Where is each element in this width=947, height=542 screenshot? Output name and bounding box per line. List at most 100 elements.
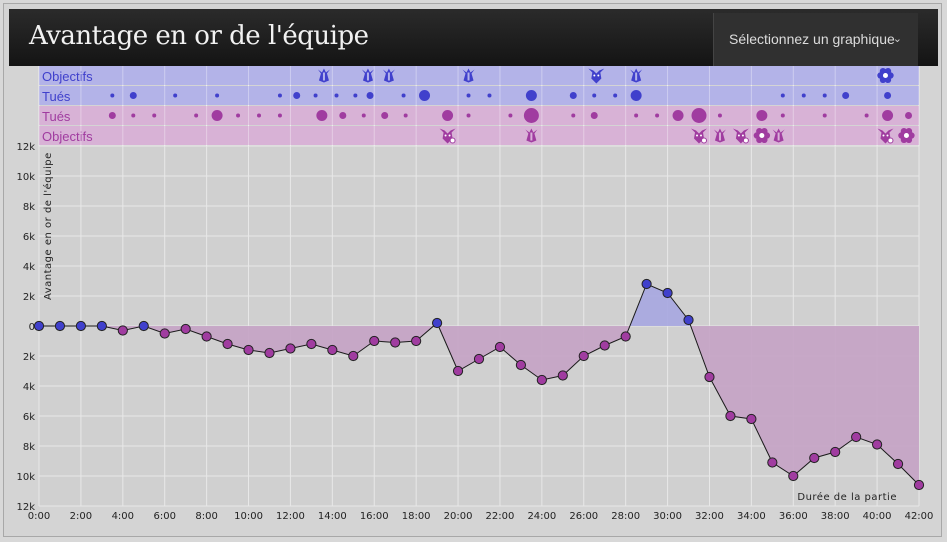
purple-kill-marker: [466, 113, 471, 118]
event-row-label: Objectifs: [42, 69, 93, 84]
purple-kill-marker: [108, 112, 116, 119]
data-point: [306, 338, 317, 350]
chevron-down-icon: ⌄: [892, 33, 902, 45]
x-tick-label: 16:00: [360, 511, 389, 522]
data-point: [411, 335, 422, 347]
blue-kill-marker: [525, 90, 537, 101]
data-point: [369, 335, 380, 347]
blue-kill-marker: [842, 92, 850, 99]
data-point: [431, 317, 443, 329]
purple-kill-marker: [316, 110, 328, 121]
purple-kill-marker: [381, 112, 389, 119]
x-tick-label: 10:00: [234, 511, 263, 522]
y-tick-label: 4k: [23, 262, 35, 273]
data-point: [54, 320, 66, 332]
drake-icon: [525, 128, 538, 143]
data-point: [809, 452, 820, 464]
blue-kill-marker: [592, 93, 597, 98]
event-row-label: Objectifs: [42, 129, 93, 144]
data-point: [725, 410, 736, 422]
data-point: [285, 343, 296, 354]
blue-kill-marker: [487, 93, 492, 98]
x-tick-label: 30:00: [653, 511, 682, 522]
x-tick-label: 26:00: [569, 511, 598, 522]
y-tick-label: 0: [29, 322, 35, 333]
x-tick-label: 38:00: [821, 511, 850, 522]
event-row-label: Tués: [42, 109, 71, 124]
blue-kill-marker: [215, 93, 220, 98]
purple-kill-marker: [236, 113, 241, 118]
purple-kill-marker: [655, 113, 660, 118]
data-point: [871, 439, 883, 450]
data-point: [892, 458, 904, 470]
purple-kill-marker: [691, 108, 707, 123]
purple-kill-marker: [277, 113, 282, 118]
y-tick-label: 4k: [23, 382, 35, 393]
purple-kill-marker: [717, 113, 722, 118]
purple-kill-marker: [523, 108, 539, 123]
baron-icon: [588, 68, 605, 84]
data-point: [201, 331, 212, 342]
chart-select-label: Sélectionnez un graphique: [729, 31, 895, 47]
purple-kill-marker: [339, 112, 347, 119]
data-point: [704, 371, 715, 383]
purple-kill-marker: [152, 113, 157, 118]
data-point: [33, 320, 45, 332]
data-point: [851, 431, 862, 443]
data-point: [159, 328, 170, 339]
data-point: [327, 344, 338, 356]
page-title: Avantage en or de l'équipe: [29, 21, 369, 51]
data-point: [348, 350, 359, 362]
baron-icon: [877, 128, 894, 144]
data-point: [620, 331, 631, 342]
purple-kill-marker: [672, 110, 684, 121]
purple-kill-marker: [361, 113, 366, 118]
data-point: [96, 320, 107, 332]
data-point: [536, 374, 547, 386]
data-point: [830, 446, 841, 458]
data-point: [138, 320, 149, 332]
y-tick-label: 2k: [23, 352, 35, 363]
blue-kill-marker: [129, 92, 137, 99]
purple-kill-marker: [882, 110, 894, 121]
blue-kill-marker: [313, 93, 318, 98]
y-tick-label: 10k: [16, 472, 35, 483]
blue-kill-marker: [293, 92, 301, 99]
data-point: [515, 359, 527, 371]
purple-kill-marker: [822, 113, 827, 118]
data-point: [557, 370, 568, 381]
chart-select-dropdown[interactable]: Sélectionnez un graphique ⌄: [713, 13, 918, 66]
y-tick-label: 10k: [16, 172, 35, 183]
x-tick-label: 28:00: [611, 511, 640, 522]
data-point: [683, 314, 694, 326]
blue-kill-marker: [366, 92, 374, 99]
blue-kill-marker: [569, 92, 577, 99]
drake-icon: [772, 128, 785, 143]
event-band-blue: [39, 86, 919, 105]
x-tick-label: 12:00: [276, 511, 305, 522]
event-band-blue: [39, 66, 919, 85]
y-tick-label: 6k: [23, 232, 35, 243]
x-tick-label: 20:00: [444, 511, 473, 522]
blue-kill-marker: [822, 93, 827, 98]
x-tick-label: 24:00: [527, 511, 556, 522]
y-tick-label: 8k: [23, 442, 35, 453]
y-axis-title: Avantage en or de l'équipe: [42, 152, 54, 300]
purple-kill-marker: [780, 113, 785, 118]
drake-icon: [713, 128, 726, 143]
y-tick-label: 12k: [16, 502, 35, 513]
blue-kill-marker: [277, 93, 282, 98]
purple-kill-marker: [442, 110, 454, 121]
x-tick-label: 0:00: [28, 511, 50, 522]
blue-kill-marker: [110, 93, 115, 98]
drake-icon: [462, 68, 475, 83]
y-tick-label: 8k: [23, 202, 35, 213]
purple-kill-marker: [257, 113, 261, 118]
data-point: [578, 350, 589, 362]
x-tick-label: 14:00: [318, 511, 347, 522]
x-tick-label: 6:00: [153, 511, 175, 522]
purple-kill-marker: [194, 113, 199, 118]
purple-kill-marker: [508, 113, 513, 118]
blue-kill-marker: [466, 93, 471, 98]
data-point: [788, 470, 799, 482]
